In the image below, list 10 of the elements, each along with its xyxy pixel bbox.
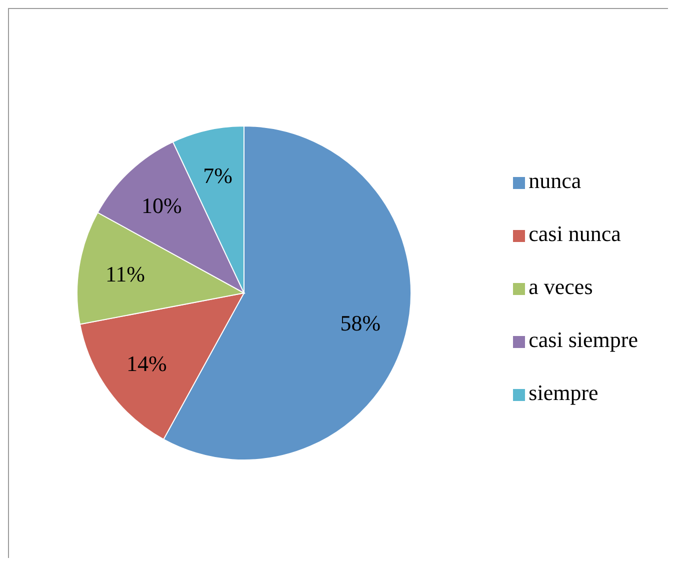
legend-label: nunca	[528, 168, 582, 193]
legend-label: casi nunca	[528, 221, 621, 246]
data-label: 58%	[340, 310, 381, 336]
data-label: 11%	[105, 262, 145, 287]
legend-label: a veces	[528, 274, 593, 299]
legend-label: casi siempre	[528, 327, 638, 352]
data-label: 10%	[142, 192, 182, 218]
legend-label: siempre	[528, 380, 598, 405]
data-label: 7%	[203, 163, 232, 188]
data-label: 14%	[126, 351, 167, 376]
